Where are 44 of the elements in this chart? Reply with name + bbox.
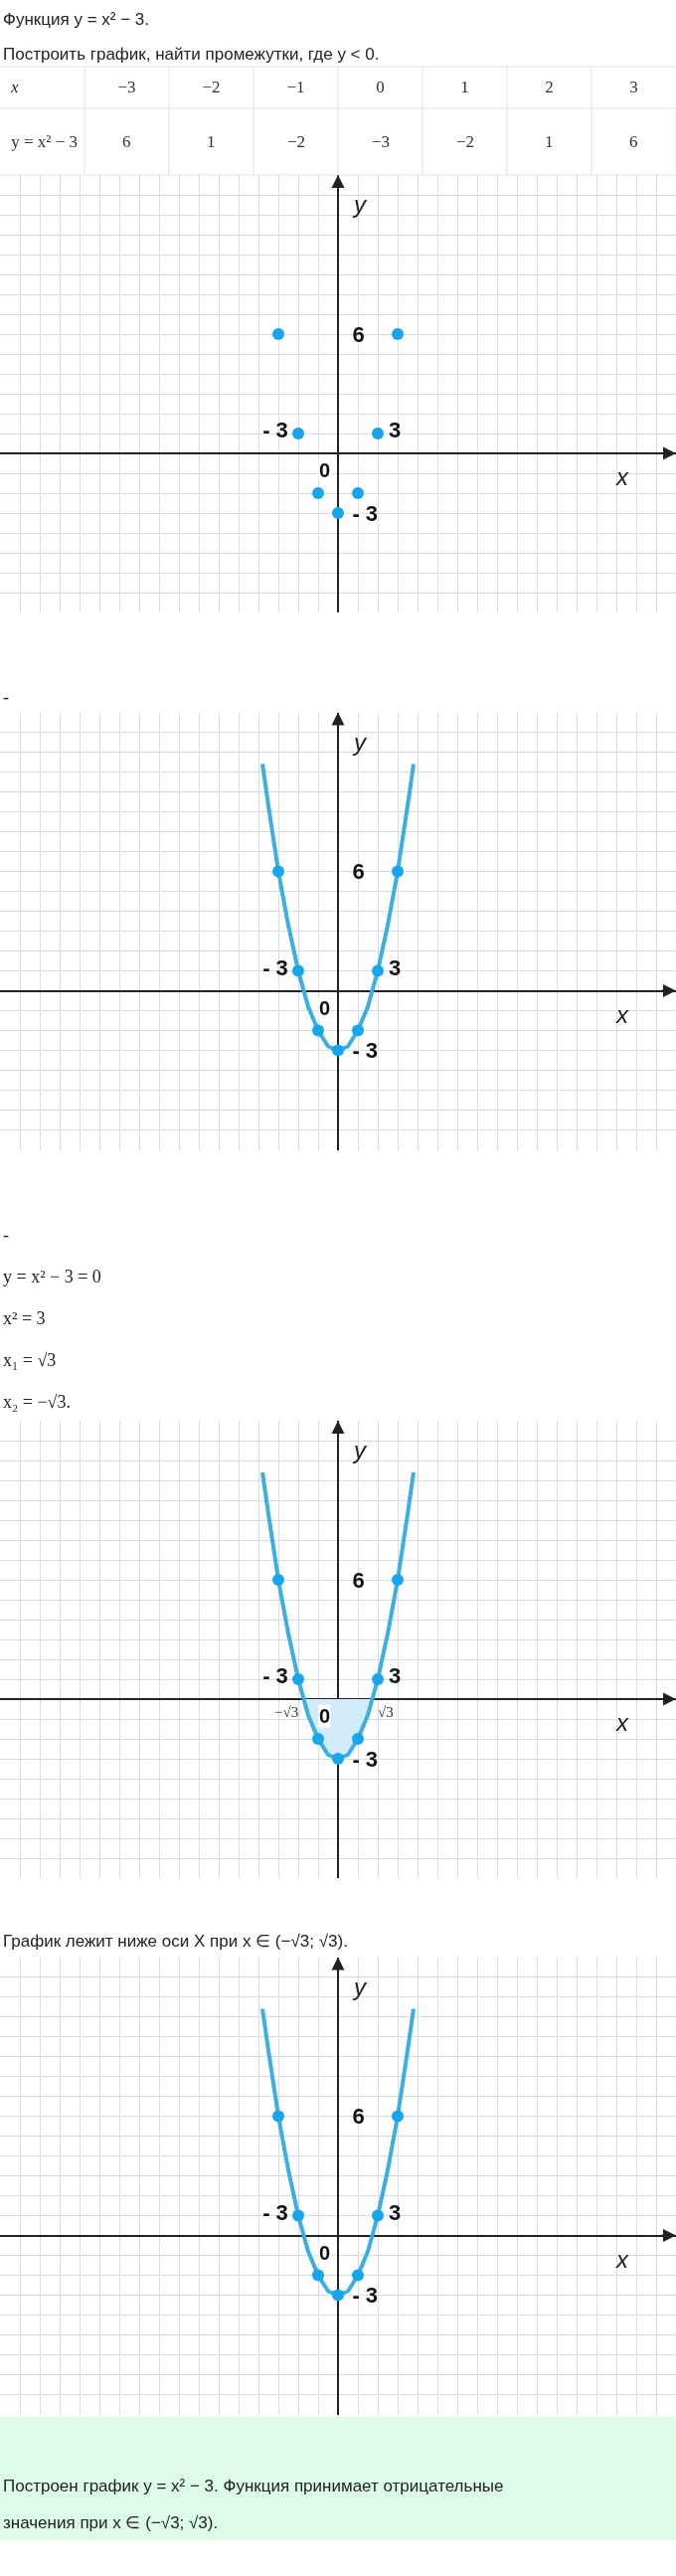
point <box>372 964 384 977</box>
annotation: 0 <box>319 2242 331 2264</box>
point <box>312 1733 324 1745</box>
point <box>352 1024 364 1037</box>
text: x² = 3 <box>3 1308 46 1328</box>
chart-title: График лежит ниже оси X при x ∈ (−√3; √3). <box>3 1932 348 1951</box>
x-axis-title: x <box>615 1001 629 1028</box>
annotation: 0 <box>319 997 331 1019</box>
point <box>312 1024 324 1037</box>
y-axis-title: y <box>352 1437 368 1463</box>
point <box>272 2110 284 2123</box>
y-tick-label: - 3 <box>352 2283 379 2309</box>
text: Построен график y = x² − 3. Функция принимает отрицательные значения при x ∈ (−√3; √3). <box>3 2477 504 2532</box>
x-axis-title: x <box>615 1709 629 1736</box>
y-tick-label: 6 <box>352 2104 365 2130</box>
y-tick-label: - 3 <box>352 1746 379 1772</box>
point <box>332 1044 344 1057</box>
point <box>352 2269 364 2282</box>
point <box>332 2289 344 2302</box>
text: x₁ = √3 <box>3 1350 57 1370</box>
point <box>392 2110 404 2123</box>
y-tick-label: 6 <box>352 1567 365 1593</box>
point <box>392 1574 404 1586</box>
point <box>372 1673 384 1685</box>
y-tick-label: - 3 <box>352 1038 379 1064</box>
point <box>352 1733 364 1745</box>
text: - <box>3 1225 9 1245</box>
x-tick-label: 3 <box>388 954 402 980</box>
y-axis-title: y <box>352 1974 368 2000</box>
point <box>372 2209 384 2222</box>
point <box>272 1574 284 1586</box>
point <box>292 1673 304 1685</box>
text: y = x² − 3 = 0 <box>3 1267 101 1287</box>
x-tick-label: 3 <box>388 1663 402 1689</box>
x-axis-title: x <box>615 2246 629 2273</box>
point <box>332 1753 344 1765</box>
annotation: 0 <box>319 1705 331 1727</box>
x-tick-label: 3 <box>388 2199 402 2225</box>
text: x₂ = −√3. <box>3 1392 71 1412</box>
point <box>292 964 304 977</box>
annotation: √3 <box>378 1704 394 1720</box>
point <box>292 2209 304 2222</box>
point <box>312 2269 324 2282</box>
annotation: −√3 <box>274 1704 299 1720</box>
